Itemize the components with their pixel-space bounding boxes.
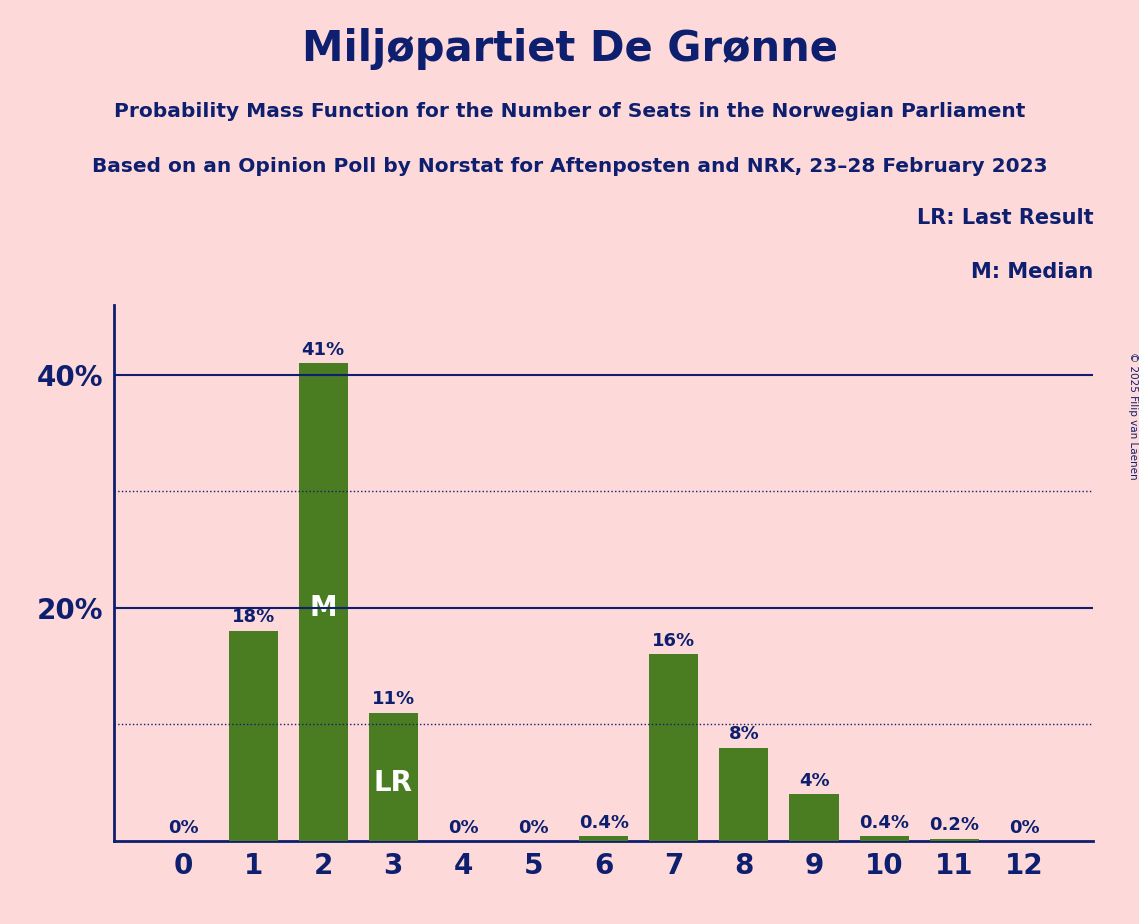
- Text: 0%: 0%: [518, 820, 549, 837]
- Text: Based on an Opinion Poll by Norstat for Aftenposten and NRK, 23–28 February 2023: Based on an Opinion Poll by Norstat for …: [91, 157, 1048, 176]
- Text: 4%: 4%: [798, 772, 829, 790]
- Text: Probability Mass Function for the Number of Seats in the Norwegian Parliament: Probability Mass Function for the Number…: [114, 102, 1025, 121]
- Bar: [579, 836, 629, 841]
- Text: 0.4%: 0.4%: [579, 813, 629, 832]
- Text: Miljøpartiet De Grønne: Miljøpartiet De Grønne: [302, 28, 837, 69]
- Bar: [720, 748, 769, 841]
- Text: M: Median: M: Median: [972, 262, 1093, 282]
- Bar: [860, 836, 909, 841]
- Text: M: M: [310, 594, 337, 622]
- Text: LR: Last Result: LR: Last Result: [917, 209, 1093, 228]
- Text: LR: LR: [374, 769, 412, 797]
- Bar: [229, 631, 278, 841]
- Text: © 2025 Filip van Laenen: © 2025 Filip van Laenen: [1129, 352, 1138, 480]
- Bar: [649, 654, 698, 841]
- Text: 0%: 0%: [167, 820, 198, 837]
- Text: 0%: 0%: [1009, 820, 1040, 837]
- Text: 11%: 11%: [371, 690, 415, 708]
- Text: 41%: 41%: [302, 341, 345, 359]
- Text: 16%: 16%: [653, 632, 695, 650]
- Text: 0.2%: 0.2%: [929, 816, 980, 833]
- Text: 18%: 18%: [231, 609, 274, 626]
- Bar: [298, 363, 347, 841]
- Text: 0%: 0%: [448, 820, 478, 837]
- Text: 8%: 8%: [729, 725, 760, 743]
- Bar: [369, 712, 418, 841]
- Bar: [789, 795, 838, 841]
- Bar: [929, 838, 978, 841]
- Text: 0.4%: 0.4%: [859, 813, 909, 832]
